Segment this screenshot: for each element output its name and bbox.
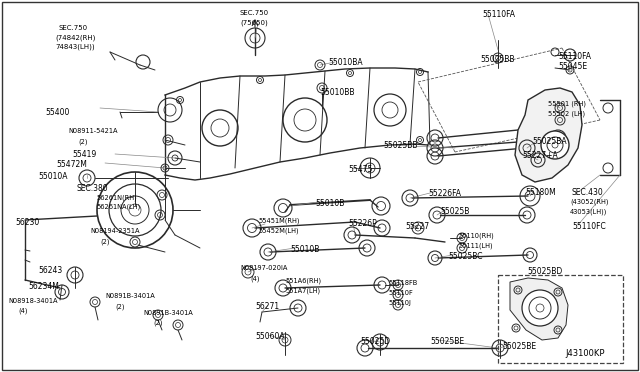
Text: 43053(LH)): 43053(LH)) xyxy=(570,208,607,215)
Text: N08194-2351A: N08194-2351A xyxy=(90,228,140,234)
Text: 551A6(RH): 551A6(RH) xyxy=(285,277,321,283)
Text: 55475: 55475 xyxy=(348,165,372,174)
Text: 55452M(LH): 55452M(LH) xyxy=(258,227,299,234)
Text: 55010B: 55010B xyxy=(290,245,319,254)
Text: (2): (2) xyxy=(153,320,163,327)
Text: 55025B: 55025B xyxy=(440,207,469,216)
Text: 55110J: 55110J xyxy=(388,300,411,306)
Bar xyxy=(498,275,623,363)
Text: 55180M: 55180M xyxy=(525,188,556,197)
Text: 55025BC: 55025BC xyxy=(448,252,483,261)
Text: 55060A: 55060A xyxy=(255,332,285,341)
Text: N0891B-3401A: N0891B-3401A xyxy=(143,310,193,316)
Text: 55025BD: 55025BD xyxy=(527,267,563,276)
Text: SEC.750: SEC.750 xyxy=(240,10,269,16)
Text: N08197-020IA: N08197-020IA xyxy=(240,265,287,271)
Text: 55226P: 55226P xyxy=(348,219,377,228)
Text: 55110FC: 55110FC xyxy=(572,222,605,231)
Text: (2): (2) xyxy=(78,138,88,144)
Text: 55045E: 55045E xyxy=(558,62,587,71)
Text: 55110FA: 55110FA xyxy=(558,52,591,61)
Text: 55010B: 55010B xyxy=(315,199,344,208)
Text: 551A7(LH): 551A7(LH) xyxy=(285,287,320,294)
Text: 55227+A: 55227+A xyxy=(522,151,557,160)
Text: 55226FA: 55226FA xyxy=(428,189,461,198)
Text: 55010A: 55010A xyxy=(38,172,67,181)
Text: 55110(RH): 55110(RH) xyxy=(458,232,493,238)
Text: (4): (4) xyxy=(18,308,28,314)
Text: 55419: 55419 xyxy=(72,150,96,159)
Text: 56261NA(LH): 56261NA(LH) xyxy=(96,203,140,209)
Text: 55025BE: 55025BE xyxy=(430,337,464,346)
Text: 55400: 55400 xyxy=(45,108,69,117)
Text: SEC.750: SEC.750 xyxy=(58,25,87,31)
Text: 55501 (RH): 55501 (RH) xyxy=(548,100,586,106)
Text: 55502 (LH): 55502 (LH) xyxy=(548,110,585,116)
Text: 56234M: 56234M xyxy=(28,282,59,291)
Polygon shape xyxy=(515,88,582,182)
Text: N08918-3401A: N08918-3401A xyxy=(8,298,58,304)
Text: 55010BB: 55010BB xyxy=(320,88,355,97)
Text: 55111(LH): 55111(LH) xyxy=(458,242,493,248)
Polygon shape xyxy=(510,278,568,340)
Text: 55025D: 55025D xyxy=(360,337,390,346)
Text: N08911-5421A: N08911-5421A xyxy=(68,128,118,134)
Circle shape xyxy=(522,290,558,326)
Text: (43052(RH): (43052(RH) xyxy=(570,198,609,205)
Text: J43100KP: J43100KP xyxy=(566,349,605,358)
Text: 56243: 56243 xyxy=(38,266,62,275)
Text: 55025BA: 55025BA xyxy=(532,137,566,146)
Text: (2): (2) xyxy=(100,238,109,244)
Text: 55110F: 55110F xyxy=(388,290,413,296)
Text: (4): (4) xyxy=(250,275,259,282)
Text: 55118FB: 55118FB xyxy=(388,280,417,286)
Text: 56271: 56271 xyxy=(255,302,279,311)
Text: 55025BB: 55025BB xyxy=(383,141,417,150)
Text: 55110FA: 55110FA xyxy=(482,10,515,19)
Text: SEC.380: SEC.380 xyxy=(76,184,108,193)
Text: (2): (2) xyxy=(115,303,125,310)
Text: 56261N(RH): 56261N(RH) xyxy=(96,194,137,201)
Circle shape xyxy=(541,131,569,159)
Text: 55025BE: 55025BE xyxy=(502,342,536,351)
Text: 55451M(RH): 55451M(RH) xyxy=(258,217,300,224)
Text: (74842(RH): (74842(RH) xyxy=(55,34,95,41)
Text: SEC.430: SEC.430 xyxy=(572,188,604,197)
Text: 56230: 56230 xyxy=(15,218,39,227)
Text: 55472M: 55472M xyxy=(56,160,87,169)
Text: (75650): (75650) xyxy=(240,19,268,26)
Text: 55025BB: 55025BB xyxy=(480,55,515,64)
Text: N0891B-3401A: N0891B-3401A xyxy=(105,293,155,299)
Text: 74843(LH)): 74843(LH)) xyxy=(55,43,95,49)
Circle shape xyxy=(552,132,564,144)
Text: 55010BA: 55010BA xyxy=(328,58,363,67)
Text: 55227: 55227 xyxy=(405,222,429,231)
